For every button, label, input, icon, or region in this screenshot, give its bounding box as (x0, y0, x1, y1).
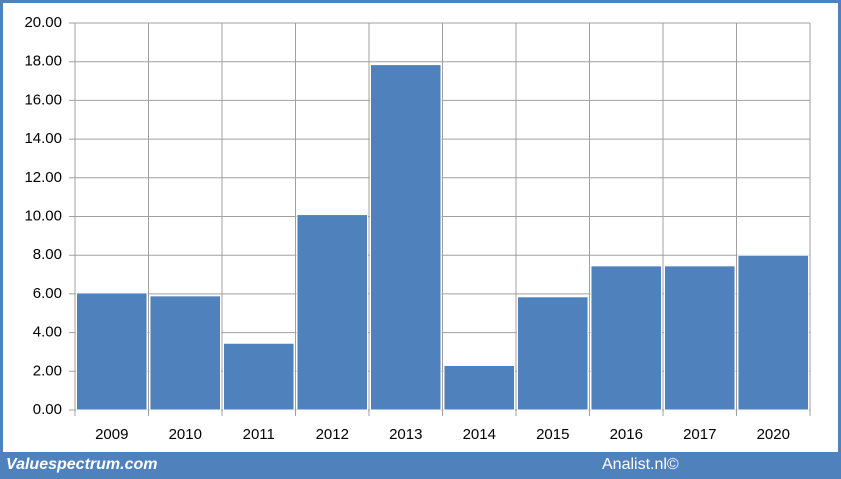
bar (443, 364, 516, 411)
x-tick-label: 2020 (757, 426, 790, 443)
footer-band (0, 452, 841, 479)
y-tick-label: 14.00 (24, 130, 62, 147)
y-tick-label: 18.00 (24, 53, 62, 70)
y-tick-label: 20.00 (24, 14, 62, 31)
x-tick-label: 2011 (243, 426, 275, 443)
footer-left: Valuespectrum.com (6, 456, 157, 473)
bar (369, 64, 442, 411)
bar (75, 292, 148, 411)
bar (149, 295, 222, 411)
y-tick-label: 16.00 (24, 91, 62, 108)
bar (737, 254, 810, 411)
bar (222, 342, 295, 411)
bar (296, 214, 369, 411)
x-tick-label: 2010 (169, 426, 202, 443)
bar (516, 296, 589, 411)
y-tick-label: 10.00 (24, 207, 62, 224)
x-tick-label: 2015 (536, 426, 569, 443)
x-tick-label: 2013 (389, 426, 422, 443)
x-tick-label: 2017 (683, 426, 716, 443)
y-tick-label: 12.00 (24, 169, 62, 186)
bar (663, 265, 736, 411)
x-tick-label: 2016 (610, 426, 643, 443)
footer-right: Analist.nl© (602, 456, 679, 473)
y-tick-label: 4.00 (33, 324, 62, 341)
y-tick-label: 8.00 (33, 246, 62, 263)
y-tick-label: 6.00 (33, 285, 62, 302)
y-tick-label: 0.00 (33, 401, 62, 418)
y-tick-label: 2.00 (33, 362, 62, 379)
x-tick-label: 2009 (95, 426, 128, 443)
bar (590, 265, 663, 411)
x-tick-label: 2012 (316, 426, 349, 443)
x-tick-label: 2014 (463, 426, 496, 443)
